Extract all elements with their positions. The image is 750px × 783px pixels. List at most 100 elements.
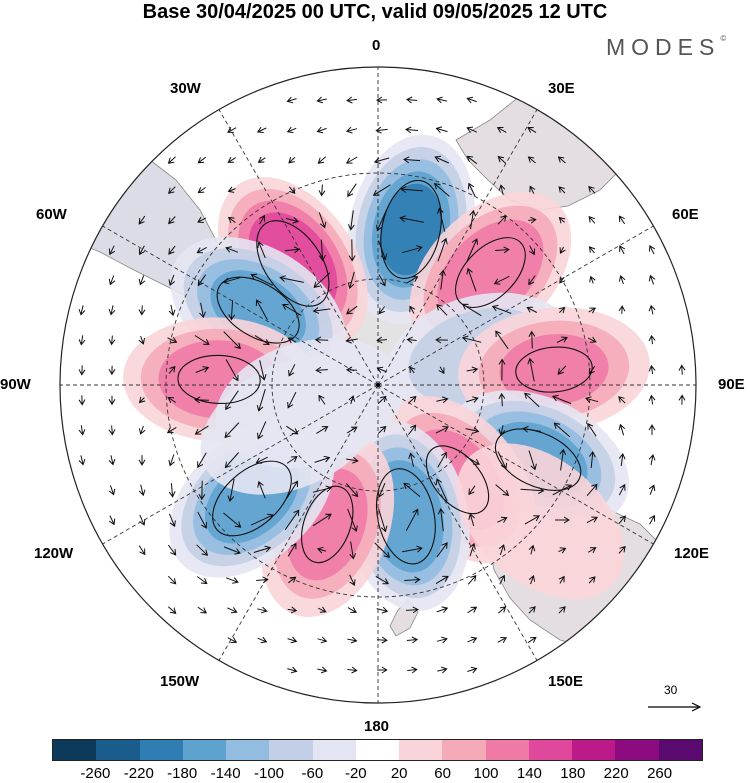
wind-vector-arrow	[287, 606, 298, 614]
wind-vector-arrow	[435, 575, 449, 585]
wind-vector-arrow	[345, 336, 358, 344]
wind-vector-arrow	[467, 606, 478, 614]
lon-label-30w: 30W	[170, 80, 201, 97]
wind-vector-arrow	[467, 574, 477, 585]
wind-vector-arrow	[466, 366, 479, 374]
wind-vector-arrow	[378, 306, 386, 315]
meridian-line	[377, 225, 654, 386]
wind-vector-arrow	[435, 426, 449, 434]
wind-vector-arrow	[436, 606, 449, 613]
wind-vector-arrow	[257, 636, 268, 644]
wind-vector-arrow	[528, 216, 537, 224]
wind-vector-arrow	[227, 607, 238, 614]
colorbar-swatch	[399, 740, 443, 760]
wind-vector-arrow	[138, 425, 146, 435]
anomaly-contours	[177, 179, 593, 565]
wind-vector-arrow	[318, 606, 327, 613]
wind-vector-arrow	[498, 606, 507, 614]
wind-vector-arrow	[618, 423, 626, 436]
wind-vector-arrow	[469, 542, 476, 557]
graticule	[60, 67, 696, 703]
meridian-line	[102, 384, 379, 545]
colorbar-tick-label: 100	[473, 765, 499, 782]
wind-vector-arrow	[222, 277, 241, 285]
wind-vector-arrow	[345, 366, 358, 374]
wind-vector-arrow	[108, 305, 116, 316]
wind-vector-arrow	[167, 575, 177, 585]
lon-label-0: 0	[372, 37, 381, 54]
wind-vector-arrow	[347, 210, 355, 231]
wind-vector-arrow	[589, 275, 596, 284]
wind-vector-arrow	[284, 246, 301, 254]
wind-vector-arrow	[138, 215, 146, 225]
wind-vector-arrow	[346, 96, 357, 104]
wind-vector-arrow	[373, 157, 390, 164]
vector-scale-arrow	[648, 702, 702, 712]
wind-vectors	[78, 96, 686, 674]
wind-vector-arrow	[257, 241, 266, 259]
wind-vector-arrow	[558, 306, 566, 314]
wind-vector-arrow	[588, 185, 596, 194]
wind-vector-arrow	[227, 478, 235, 502]
wind-vector-arrow	[138, 484, 146, 497]
wind-vector-arrow	[318, 184, 326, 197]
wind-vector-arrow	[198, 480, 206, 501]
wind-vector-arrow	[312, 513, 332, 527]
wind-vector-arrow	[555, 516, 570, 524]
wind-vector-arrow	[138, 275, 146, 286]
wind-vector-arrow	[78, 455, 86, 466]
colorbar-tick-label: -140	[210, 765, 241, 782]
wind-vector-arrow	[468, 485, 476, 496]
wind-vector-arrow	[108, 335, 116, 346]
wind-vector-arrow	[138, 545, 146, 556]
wind-vector-arrow	[498, 544, 506, 556]
wind-vector-arrow	[436, 96, 448, 104]
wind-vector-arrow	[318, 212, 327, 229]
south-pole-marker	[376, 383, 380, 387]
wind-vector-arrow	[194, 396, 209, 404]
wind-vector-arrow	[586, 516, 598, 524]
wind-vector-arrow	[227, 637, 238, 644]
wind-vector-arrow	[434, 155, 450, 164]
wind-vector-arrow	[648, 334, 656, 345]
wind-vector-arrow	[314, 455, 331, 463]
wind-vector-arrow	[312, 485, 333, 493]
wind-vector-arrow	[588, 366, 596, 375]
wind-vector-arrow	[524, 515, 540, 525]
wind-vector-arrow	[648, 394, 656, 405]
wind-vector-arrow	[437, 451, 447, 468]
wind-vector-arrow	[522, 425, 541, 433]
wind-vector-arrow	[438, 366, 445, 375]
wind-vector-arrow	[399, 215, 424, 223]
wind-vector-arrow	[286, 425, 299, 435]
wind-vector-arrow	[345, 156, 358, 164]
colorbar-swatch	[96, 740, 140, 760]
wind-vector-arrow	[225, 246, 239, 253]
meridian-line	[218, 109, 379, 386]
wind-vector-arrow	[553, 422, 571, 438]
wind-vector-arrow	[648, 364, 656, 375]
colorbar-tick-label: 180	[560, 765, 586, 782]
wind-vector-arrow	[497, 215, 507, 225]
wind-vector-arrow	[78, 365, 86, 376]
wind-vector-arrow	[254, 335, 270, 346]
wind-vector-arrow	[288, 156, 296, 164]
wind-vector-arrow	[520, 487, 545, 494]
wind-vector-arrow	[348, 395, 356, 405]
anomaly-contour-fill	[380, 183, 442, 276]
wind-vector-arrow	[528, 450, 537, 471]
colorbar-swatch	[442, 740, 486, 760]
wind-vector-arrow	[138, 455, 146, 466]
wind-vector-arrow	[375, 575, 390, 585]
wind-vector-arrow	[499, 574, 506, 585]
wind-vector-arrow	[227, 216, 236, 224]
wind-vector-arrow	[586, 483, 598, 497]
wind-vector-arrow	[286, 480, 299, 499]
colorbar-tick-label: 60	[434, 765, 451, 782]
wind-vector-arrow	[376, 209, 388, 232]
wind-vector-arrow	[257, 156, 266, 163]
wind-vector-arrow	[436, 396, 449, 404]
brand-name: MODES	[606, 34, 721, 60]
wind-vector-arrow	[78, 305, 86, 316]
wind-vector-arrow	[528, 606, 536, 614]
